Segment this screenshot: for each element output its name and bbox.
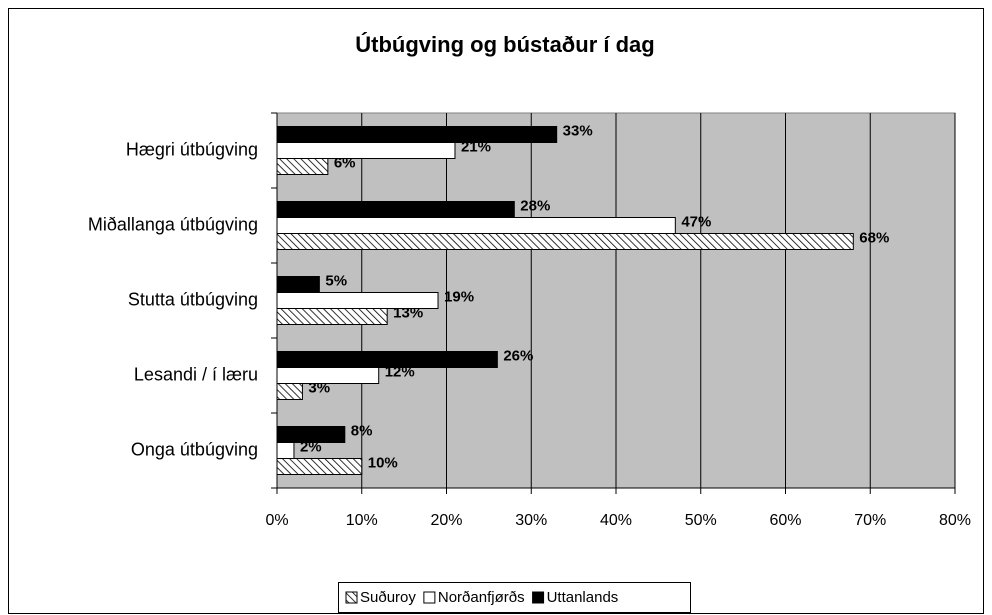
bar: [276, 126, 558, 143]
bar: [276, 276, 320, 293]
bar: [276, 458, 363, 475]
y-tick-label: Onga útbúgving: [131, 439, 258, 459]
bar: [276, 233, 854, 250]
bar: [276, 142, 456, 159]
legend-label: Uttanlands: [547, 589, 619, 606]
bar: [276, 442, 295, 459]
value-label: 28%: [520, 197, 550, 214]
legend-label: Suðuroy: [360, 589, 416, 606]
legend-swatch: [423, 591, 436, 604]
bar: [276, 351, 498, 368]
chart-title: Útbúgving og bústaður í dag: [355, 32, 654, 57]
bar: [276, 201, 515, 218]
x-tick-label: 40%: [600, 512, 632, 529]
legend-swatch: [532, 591, 545, 604]
value-label: 8%: [351, 422, 373, 439]
legend-swatch: [345, 591, 358, 604]
value-label: 10%: [368, 454, 398, 471]
value-label: 5%: [325, 272, 347, 289]
x-tick-label: 0%: [265, 512, 288, 529]
x-tick-label: 30%: [515, 512, 547, 529]
value-label: 33%: [563, 122, 593, 139]
bar: [276, 426, 346, 443]
y-tick-label: Lesandi / í læru: [134, 364, 258, 384]
y-tick-label: Miðallanga útbúgving: [88, 214, 258, 234]
x-tick-label: 10%: [346, 512, 378, 529]
legend-box: [338, 582, 691, 613]
value-label: 47%: [681, 213, 711, 230]
value-label: 19%: [444, 288, 474, 305]
x-tick-label: 50%: [685, 512, 717, 529]
bar: [276, 158, 329, 175]
bar: [276, 383, 303, 400]
bar: [276, 292, 439, 309]
x-tick-label: 60%: [769, 512, 801, 529]
value-label: 26%: [503, 347, 533, 364]
value-label: 68%: [859, 229, 889, 246]
legend-label: Norðanfjørðs: [438, 589, 525, 606]
x-tick-label: 20%: [430, 512, 462, 529]
x-tick-label: 70%: [854, 512, 886, 529]
x-tick-label: 80%: [939, 512, 971, 529]
bar: [276, 367, 380, 384]
bar: [276, 308, 388, 325]
y-tick-label: Hægri útbúgving: [126, 139, 258, 159]
bar: [276, 217, 676, 234]
y-tick-label: Stutta útbúgving: [128, 289, 258, 309]
